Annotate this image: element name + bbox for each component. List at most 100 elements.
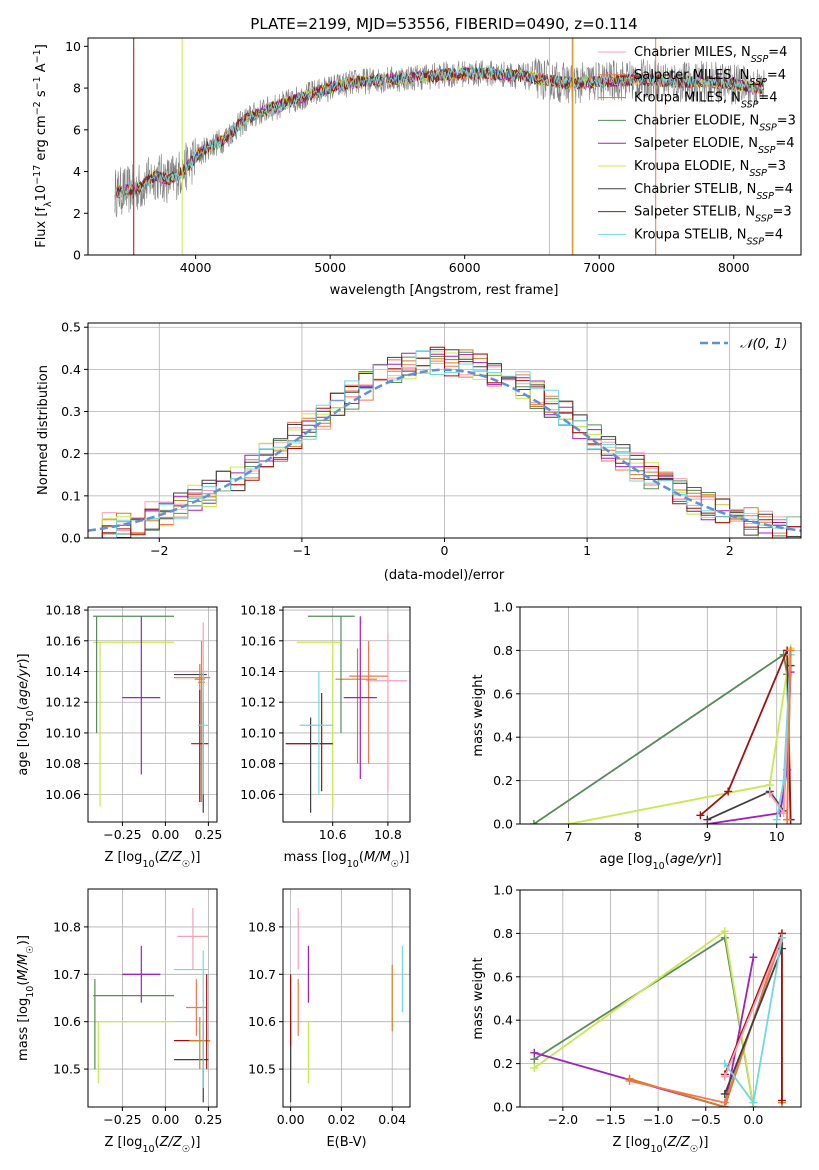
residual-histogram-panel: −2 −1 0 1 2 0.0 0.1 0.2 0.3 0.4 0.5 𝒩(0, 1) (data-mo…	[36, 320, 802, 583]
y-tick-label: 10.8	[248, 919, 276, 934]
y-tick-label: 2	[73, 206, 81, 221]
legend-label: Kroupa ELODIE, NSSP=3	[634, 159, 786, 179]
weight-series-line	[723, 937, 783, 1077]
x-tick-label: 2	[726, 543, 734, 558]
plot-area	[285, 615, 408, 813]
plot-area	[530, 927, 786, 1107]
y-tick-label: 0.2	[493, 1056, 513, 1071]
x-axis-label: age [log10(age/yr)]	[599, 852, 721, 872]
y-tick-label: 10.6	[248, 1014, 276, 1029]
plot-area	[529, 644, 795, 824]
y-tick-label: 1.0	[493, 883, 513, 898]
y-tick-label: 10.16	[240, 633, 276, 648]
gaussian-reference-line	[88, 368, 801, 532]
y-tick-label: 0.5	[61, 320, 81, 335]
axes-frame	[519, 889, 802, 1108]
age-vs-metallicity-panel: −0.25 0.00 0.25 10.06 10.08 10.10 10.12 10.14 10…	[16, 603, 222, 870]
legend-label: Salpeter MILES, NSSP=4	[634, 68, 786, 88]
x-tick-label: 6000	[449, 260, 481, 275]
x-tick-label: 8	[634, 829, 642, 844]
mass-vs-metallicity-panel: −0.25 0.00 0.25 10.5 10.6 10.7 10.8 Z [log10(Z/…	[16, 888, 222, 1155]
y-tick-label: 10.12	[240, 695, 276, 710]
y-tick-label: 0.0	[61, 531, 81, 546]
y-tick-label: 10.14	[45, 664, 81, 679]
y-axis-label: mass [log10(M/M☉)]	[16, 935, 36, 1061]
x-tick-label: −2	[150, 543, 168, 558]
y-tick-label: 10.6	[53, 1014, 81, 1029]
y-tick-label: 10.7	[53, 967, 81, 982]
x-tick-label: 9	[703, 829, 711, 844]
y-tick-label: 0.1	[61, 488, 81, 503]
y-tick-label: 0.6	[493, 686, 513, 701]
axes-frame	[87, 606, 218, 823]
y-tick-label: 6	[73, 122, 81, 137]
y-tick-label: 10.8	[53, 919, 81, 934]
histogram-step-line	[88, 346, 801, 538]
legend-label: Salpeter STELIB, NSSP=3	[634, 205, 792, 225]
x-tick-label: 0.00	[277, 1112, 305, 1127]
spectrum-title: PLATE=2199, MJD=53556, FIBERID=0490, z=0…	[250, 15, 637, 33]
y-tick-label: 10.06	[45, 787, 81, 802]
y-tick-label: 10	[65, 39, 81, 54]
x-tick-label: 8000	[718, 260, 750, 275]
x-tick-label: 0.00	[151, 1112, 179, 1127]
x-tick-label: 0.25	[194, 1112, 222, 1127]
plot-area	[93, 615, 211, 813]
y-tick-label: 8	[73, 81, 81, 96]
x-axis-label: Z [log10(Z/Z☉)]	[613, 1135, 709, 1155]
weight-series-line	[533, 936, 755, 1107]
x-tick-label: 0.04	[378, 1112, 406, 1127]
x-axis-label: E(B-V)	[326, 1135, 366, 1150]
x-tick-label: −0.25	[103, 1112, 141, 1127]
x-tick-label: −0.25	[103, 827, 141, 842]
axes-frame	[87, 37, 802, 256]
spectrum-panel: 4000 5000 6000 7000 8000 0 2 4 6 8 10 wavelength [A…	[32, 37, 802, 298]
y-tick-label: 0.0	[493, 817, 513, 832]
y-tick-label: 10.14	[240, 664, 276, 679]
x-tick-label: 0.25	[194, 827, 222, 842]
x-tick-label: −2.0	[548, 1112, 578, 1127]
x-tick-label: −1.0	[643, 1112, 673, 1127]
y-tick-label: 4	[73, 164, 81, 179]
y-tick-label: 0.0	[493, 1100, 513, 1115]
mass-weight-vs-metallicity-panel: −2.0 −1.5 −1.0 −0.5 0.0 0.0 0.2 0.4 0.6 0.8 1.0 Z […	[471, 883, 802, 1155]
y-tick-label: 10.5	[53, 1062, 81, 1077]
mass-weight-vs-age-panel: 7 8 9 10 0.0 0.2 0.4 0.6 0.8 1.0 age [log10(age/yr…	[471, 600, 802, 872]
plot-area	[93, 907, 211, 1103]
x-tick-label: 0.0	[743, 1112, 763, 1127]
x-tick-label: 0.00	[151, 827, 179, 842]
axes-frame	[282, 888, 411, 1108]
y-axis-label: mass weight	[471, 957, 486, 1039]
plot-area	[88, 346, 801, 538]
y-tick-label: 10.5	[248, 1062, 276, 1077]
x-tick-label: 7000	[583, 260, 615, 275]
y-tick-label: 0.4	[493, 730, 513, 745]
y-tick-label: 0.2	[493, 773, 513, 788]
weight-series-line	[786, 650, 792, 820]
y-axis-label: mass weight	[471, 674, 486, 756]
x-tick-label: −1.5	[595, 1112, 625, 1127]
y-tick-label: 0.3	[61, 404, 81, 419]
legend-label: 𝒩(0, 1)	[740, 337, 787, 352]
y-tick-label: 0.2	[61, 446, 81, 461]
y-tick-label: 10.10	[45, 725, 81, 740]
y-tick-label: 10.18	[240, 603, 276, 618]
y-tick-label: 0.4	[493, 1013, 513, 1028]
x-tick-label: 7	[565, 829, 573, 844]
y-axis-label: Normed distribution	[36, 365, 51, 495]
legend-label: Kroupa MILES, NSSP=4	[634, 91, 778, 111]
x-tick-label: 0	[441, 543, 449, 558]
legend-label: Salpeter ELODIE, NSSP=4	[634, 136, 795, 156]
legend-label: Kroupa STELIB, NSSP=4	[634, 227, 783, 247]
weight-series-line	[723, 948, 783, 1095]
y-tick-label: 10.08	[45, 756, 81, 771]
y-tick-label: 0.8	[493, 926, 513, 941]
x-tick-label: −0.5	[691, 1112, 721, 1127]
x-tick-label: 1	[583, 543, 591, 558]
age-vs-mass-panel: 10.6 10.8 10.06 10.08 10.10 10.12 10.14 10.16 10…	[240, 603, 411, 870]
axes-frame	[87, 888, 218, 1108]
y-tick-label: 0	[73, 248, 81, 263]
legend-label: Chabrier ELODIE, NSSP=3	[634, 113, 796, 132]
y-axis-label: Flux [fλ10−17 erg cm−2 s−1 A−1]	[32, 44, 54, 248]
